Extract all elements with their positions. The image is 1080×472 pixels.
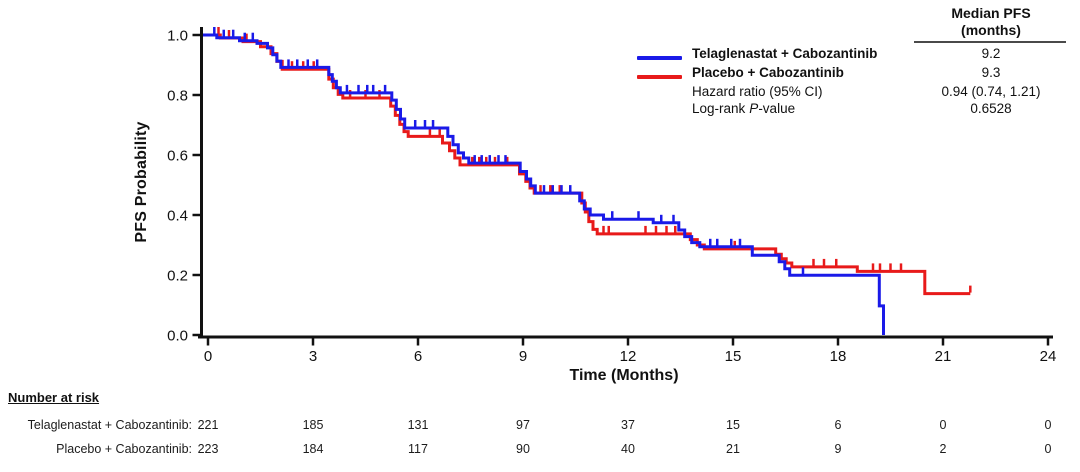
nar-count: 6 (834, 418, 842, 432)
nar-count: 185 (302, 418, 324, 432)
y-tick-label: 0.0 (167, 328, 188, 345)
km-curve-placebo (203, 33, 971, 296)
nar-count: 221 (197, 418, 219, 432)
x-tick-label: 24 (1040, 348, 1057, 365)
legend-label-telaglenastat: Telaglenastat + Cabozantinib (692, 46, 878, 61)
y-axis-title: PFS Probability (133, 121, 150, 243)
nar-count: 9 (834, 442, 842, 456)
logrank-label-italic-p: P (749, 101, 759, 116)
median-value-placebo: 9.3 (981, 65, 1001, 80)
hazard-ratio-value: 0.94 (0.74, 1.21) (941, 84, 1041, 99)
x-tick-label: 18 (830, 348, 847, 365)
median-pfs-header-line2: (months) (961, 22, 1021, 38)
nar-count: 184 (302, 442, 324, 456)
logrank-label: Log-rank P-value (692, 101, 795, 116)
nar-count: 117 (408, 442, 428, 456)
placebo-line-swatch (637, 74, 682, 79)
nar-count: 21 (726, 442, 740, 456)
km-curve-telaglenastat (203, 33, 885, 335)
x-tick-label: 6 (414, 348, 422, 365)
logrank-value: 0.6528 (970, 101, 1012, 116)
hazard-ratio-label: Hazard ratio (95% CI) (692, 84, 823, 99)
nar-count: 97 (516, 418, 530, 432)
nar-count: 0 (939, 418, 947, 432)
nar-count: 0 (1044, 418, 1052, 432)
number-at-risk-title: Number at risk (8, 390, 100, 405)
median-pfs-header-line1: Median PFS (951, 5, 1031, 21)
telaglenastat-line-swatch (637, 56, 682, 60)
nar-count: 131 (407, 418, 429, 432)
legend-label-placebo: Placebo + Cabozantinib (692, 65, 844, 80)
nar-count: 2 (939, 442, 947, 456)
x-axis-title: Time (Months) (569, 367, 679, 384)
x-tick-label: 21 (935, 348, 952, 365)
x-tick-label: 0 (204, 348, 212, 365)
y-tick-label: 1.0 (167, 28, 188, 45)
nar-count: 90 (516, 442, 530, 456)
x-tick-label: 15 (725, 348, 742, 365)
median-value-telaglenastat: 9.2 (981, 46, 1001, 61)
nar-count: 15 (726, 418, 740, 432)
x-tick-label: 3 (309, 348, 317, 365)
nar-row-label-telaglenastat: Telaglenastat + Cabozantinib: (27, 418, 192, 432)
median-pfs-header-underline (914, 41, 1066, 43)
y-tick-label: 0.2 (167, 268, 188, 285)
nar-count: 0 (1044, 442, 1052, 456)
logrank-label-post: -value (758, 101, 796, 116)
y-tick-label: 0.8 (167, 88, 188, 105)
nar-count: 40 (621, 442, 635, 456)
logrank-label-pre: Log-rank (692, 101, 746, 116)
nar-row-label-placebo: Placebo + Cabozantinib: (56, 442, 192, 456)
x-tick-label: 12 (620, 348, 637, 365)
y-tick-label: 0.4 (167, 208, 188, 225)
y-tick-label: 0.6 (167, 148, 188, 165)
nar-count: 37 (621, 418, 635, 432)
nar-count: 223 (197, 442, 219, 456)
x-tick-label: 9 (519, 348, 527, 365)
